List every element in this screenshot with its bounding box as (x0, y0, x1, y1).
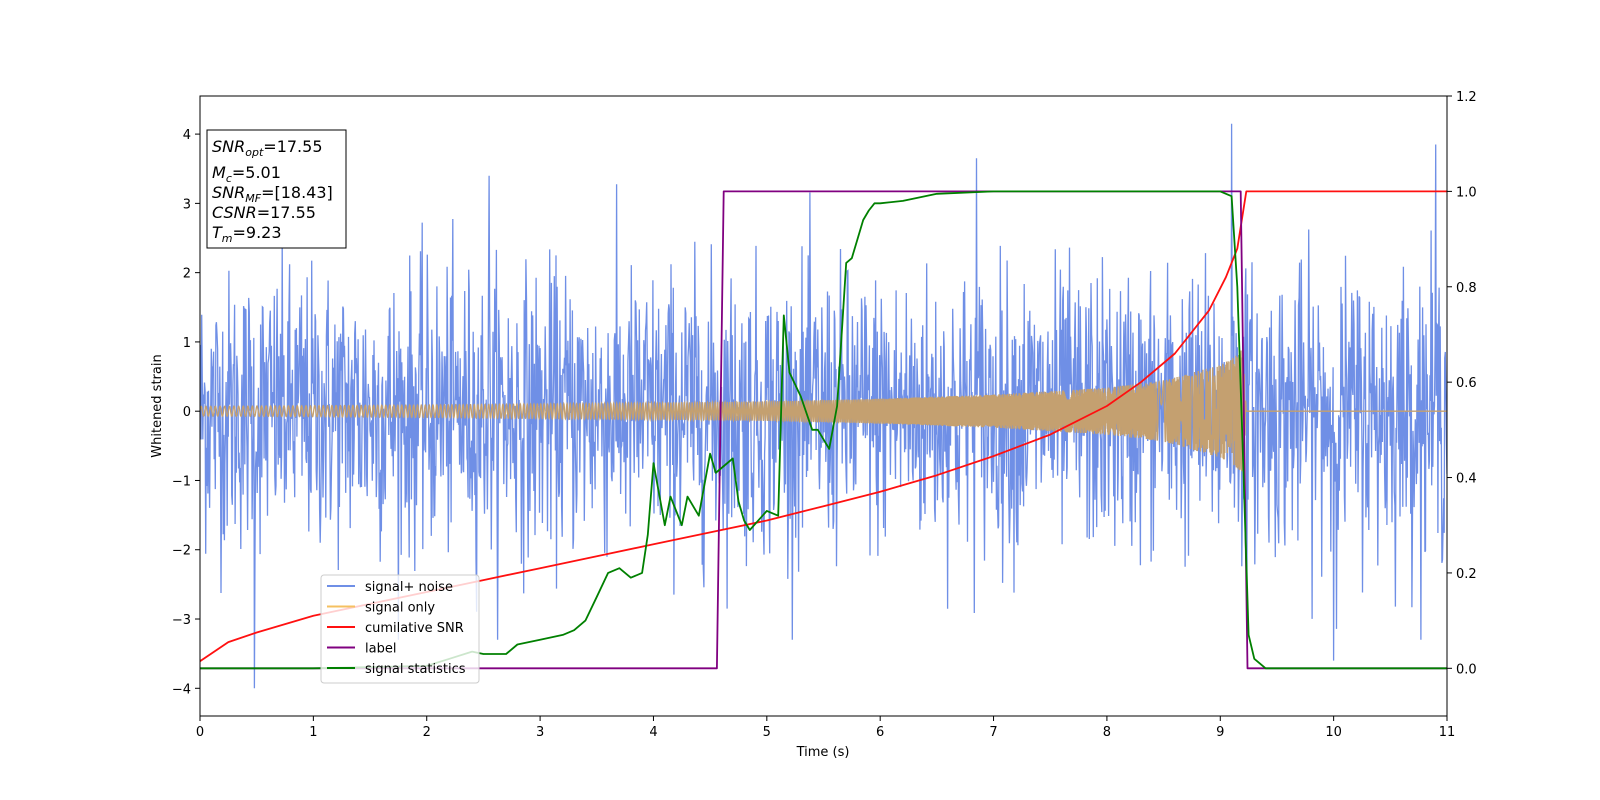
info-snr-opt: SNRopt=17.55 (212, 137, 323, 159)
info-mc: Mc=5.01 (212, 163, 281, 185)
y-left-tick-label: 3 (183, 197, 191, 212)
y-right-tick-label: 1.2 (1456, 90, 1477, 105)
x-axis-label: Time (s) (796, 745, 850, 760)
y-right-tick-label: 0.0 (1456, 662, 1477, 677)
legend-label: label (365, 642, 396, 657)
y-right-tick-label: 0.2 (1456, 567, 1477, 582)
series-signal-only (200, 348, 1447, 472)
x-tick-label: 9 (1216, 725, 1224, 740)
y-left-tick-label: −3 (172, 613, 191, 628)
x-tick-label: 6 (876, 725, 884, 740)
x-axis: 0 1 2 3 4 5 6 7 8 9 10 11 (196, 716, 1455, 740)
legend-label: signal+ noise (365, 580, 453, 595)
series-signal-statistics (200, 190, 1447, 670)
y-left-tick-label: −2 (172, 544, 191, 559)
info-snr-mf: SNRMF=[18.43] (212, 183, 333, 205)
legend-label: signal only (365, 601, 435, 616)
x-tick-label: 2 (423, 725, 431, 740)
y-right-tick-label: 0.6 (1456, 376, 1477, 391)
legend-label: signal statistics (365, 662, 466, 677)
y-left-tick-label: −1 (172, 474, 191, 489)
y-axis-label: Whitened strain (150, 354, 165, 457)
legend: signal+ noise signal only cumilative SNR la… (320, 574, 480, 684)
plot-frame (199, 95, 1448, 717)
y-left-tick-label: −4 (172, 682, 191, 697)
y-right-tick-label: 0.4 (1456, 472, 1477, 487)
series-layer (200, 123, 1447, 689)
legend-items: signal+ noise signal only cumilative SNR la… (327, 580, 466, 677)
x-tick-label: 4 (649, 725, 657, 740)
y-right-tick-label: 0.8 (1456, 281, 1477, 296)
y-left-tick-label: 4 (183, 128, 191, 143)
y-left-tick-label: 1 (183, 336, 191, 351)
x-tick-label: 11 (1439, 725, 1456, 740)
x-tick-label: 8 (1103, 725, 1111, 740)
info-csnr: CSNR=17.55 (212, 203, 316, 222)
x-tick-label: 3 (536, 725, 544, 740)
legend-frame (320, 574, 480, 684)
x-tick-label: 0 (196, 725, 204, 740)
y-right-tick-label: 1.0 (1456, 185, 1477, 200)
info-box-frame (206, 129, 347, 249)
x-tick-label: 7 (989, 725, 997, 740)
x-tick-label: 1 (309, 725, 317, 740)
info-box: SNRopt=17.55 Mc=5.01 SNRMF=[18.43] CSNR=… (206, 129, 347, 249)
info-tm: Tm=9.23 (212, 223, 282, 245)
legend-label: cumilative SNR (365, 621, 464, 636)
y-left-tick-label: 2 (183, 267, 191, 282)
y-axis-left: 4 3 2 1 0 −1 −2 −3 −4 (172, 128, 200, 697)
y-axis-right: 1.2 1.0 0.8 0.6 0.4 0.2 0.0 (1447, 90, 1477, 677)
y-left-tick-label: 0 (183, 405, 191, 420)
x-tick-label: 5 (763, 725, 771, 740)
x-tick-label: 10 (1325, 725, 1342, 740)
